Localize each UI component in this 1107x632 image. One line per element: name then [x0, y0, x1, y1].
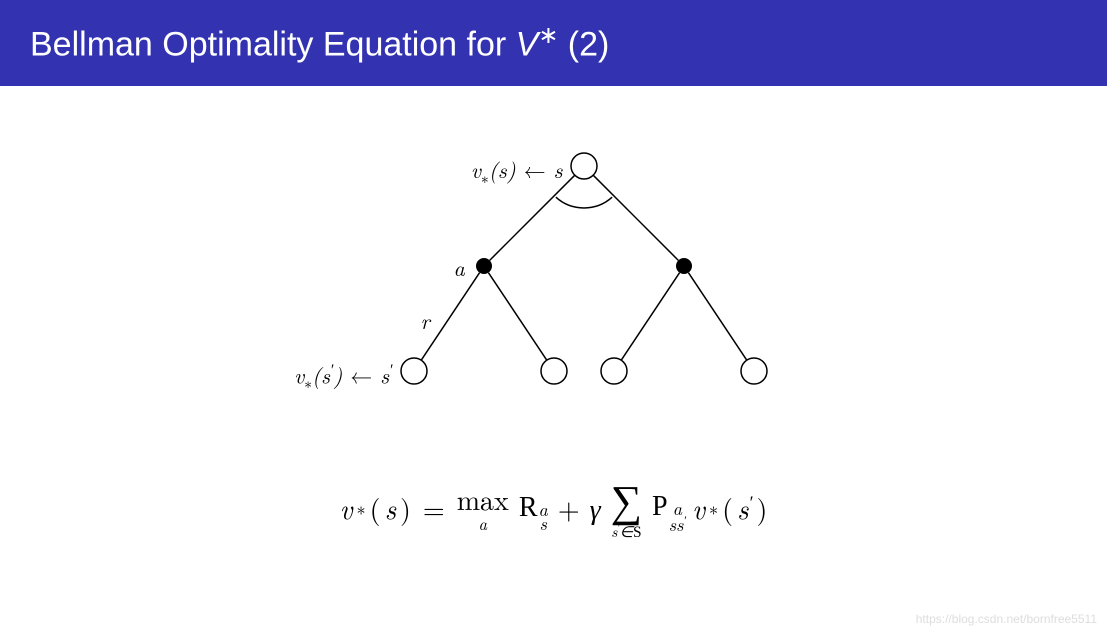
slide-title: Bellman Optimality Equation for V∗ (2): [30, 21, 609, 64]
eq-sum: ∑ s′∈S: [611, 476, 642, 541]
eq-rhs-v: v: [692, 488, 705, 528]
state-node: [401, 358, 427, 384]
label-leaf: v∗(s′) ← s′: [294, 359, 392, 394]
eq-lhs-sub: ∗: [357, 495, 366, 521]
eq-plus: +: [558, 488, 580, 528]
title-star: ∗: [538, 22, 558, 49]
state-node: [741, 358, 767, 384]
tree-edge: [621, 273, 679, 361]
watermark: https://blog.csdn.net/bornfree5511: [916, 612, 1097, 626]
title-prefix: Bellman Optimality Equation for: [30, 26, 516, 64]
tree-edge: [688, 273, 746, 361]
label-reward: r: [421, 305, 430, 336]
bellman-equation: v∗(s) = max a Ras + γ ∑ s′∈S Pass′ v∗(s′…: [340, 476, 768, 541]
eq-lhs-arg: s: [385, 488, 396, 528]
label-root: v∗(s) ← s: [471, 154, 563, 188]
title-var: V: [516, 26, 539, 64]
eq-max: max a: [457, 485, 509, 532]
eq-rhs-sub: ∗: [709, 495, 718, 521]
eq-gamma: γ: [590, 488, 601, 528]
eq-R: R: [519, 492, 538, 523]
action-node: [676, 258, 692, 274]
eq-equals: =: [423, 488, 445, 528]
action-node: [476, 258, 492, 274]
tree-edge: [488, 273, 546, 361]
label-action: a: [454, 252, 465, 283]
backup-diagram: v∗(s) ← s a r v∗(s′) ← s′: [0, 126, 1107, 446]
title-bar: Bellman Optimality Equation for V∗ (2): [0, 0, 1107, 86]
state-node: [541, 358, 567, 384]
state-node: [601, 358, 627, 384]
title-suffix: (2): [558, 26, 609, 64]
equation-area: v∗(s) = max a Ras + γ ∑ s′∈S Pass′ v∗(s′…: [0, 476, 1107, 541]
state-node: [571, 153, 597, 179]
eq-P: P: [652, 491, 668, 522]
tree-edge: [593, 175, 678, 260]
max-arc: [555, 197, 611, 208]
eq-lhs-v: v: [340, 488, 353, 528]
